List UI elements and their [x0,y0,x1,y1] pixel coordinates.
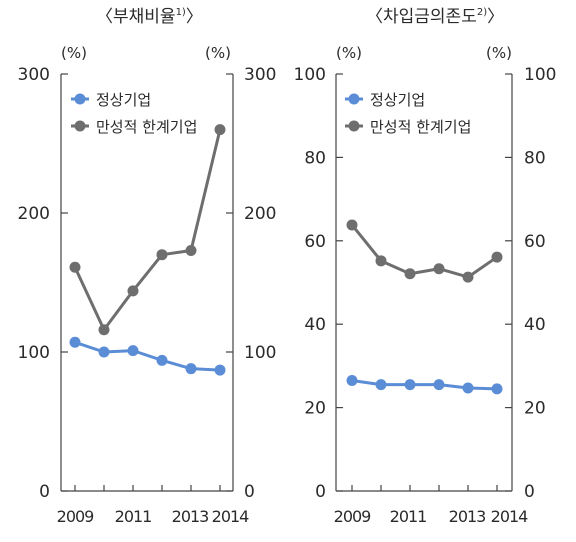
data-point [491,251,503,263]
legend-marker [348,120,360,132]
legend-label: 만성적 한계기업 [96,118,197,136]
data-point [433,379,445,391]
data-point [404,268,416,280]
chart-panel: 0 0 100 100 200 200 300 300 2009 2011 2013 2014 정상기업… [18,65,277,526]
data-point [375,255,387,267]
y-axis-unit-left: (%) [61,44,87,62]
data-point [185,363,197,375]
chart-title: 〈부채비율1)〉 [96,7,203,27]
y-tick-label-right: 100 [244,343,276,363]
y-tick-label-left: 300 [18,65,50,85]
y-tick-label-right: 300 [244,65,276,85]
y-tick-label-right: 100 [524,65,556,85]
data-point [185,245,197,257]
y-tick-label-right: 80 [524,148,546,168]
data-point [98,346,110,358]
chart-panel: 0 0 20 20 40 40 60 60 80 80 100 100 2009 2011 2013 2014… [294,65,557,526]
y-tick-label-right: 0 [244,482,255,502]
data-point [404,379,416,391]
data-point [375,379,387,391]
x-tick-label: 2014 [212,507,250,526]
x-tick-label: 2011 [390,507,427,526]
legend-label: 정상기업 [370,91,425,109]
data-point [69,336,81,348]
series-line [73,129,222,332]
y-tick-label-right: 60 [524,232,546,252]
data-point [69,261,81,273]
y-tick-label-left: 0 [315,482,326,502]
data-point [462,271,474,283]
legend-marker [348,93,360,105]
chart-title: 〈차입금의존도2)〉 [366,7,504,27]
data-point [346,374,358,386]
y-tick-label-left: 20 [304,399,326,419]
legend-label: 정상기업 [96,91,151,109]
y-axis-unit-left: (%) [336,44,362,62]
y-tick-label-left: 100 [18,343,50,363]
y-tick-label-right: 200 [244,204,276,224]
y-tick-label-left: 0 [39,482,50,502]
x-tick-label: 2011 [115,507,152,526]
data-point [433,263,445,275]
y-tick-label-right: 20 [524,399,546,419]
data-point [491,383,503,395]
legend-marker [74,120,86,132]
x-tick-label: 2013 [449,507,486,526]
y-axis-unit-right: (%) [486,44,512,62]
x-tick-label: 2013 [172,507,209,526]
y-tick-label-left: 80 [304,148,326,168]
y-tick-label-left: 200 [18,204,50,224]
data-point [462,382,474,394]
legend-marker [74,93,86,105]
data-point [214,124,226,136]
y-tick-label-left: 100 [294,65,326,85]
x-tick-label: 2014 [491,507,529,526]
legend-label: 만성적 한계기업 [370,118,471,136]
data-point [346,219,358,231]
series-line [350,224,498,279]
x-tick-label: 2009 [57,507,95,526]
data-point [98,324,110,336]
y-tick-label-right: 40 [524,315,546,335]
data-point [156,354,168,366]
y-tick-label-left: 60 [304,232,326,252]
y-axis-unit-right: (%) [205,44,231,62]
data-point [127,285,139,297]
series-line [74,340,221,372]
data-point [156,249,168,261]
x-tick-label: 2009 [334,507,372,526]
series-line [351,379,498,391]
data-point [214,364,226,376]
y-tick-label-left: 40 [304,315,326,335]
y-tick-label-right: 0 [524,482,535,502]
data-point [127,345,139,357]
